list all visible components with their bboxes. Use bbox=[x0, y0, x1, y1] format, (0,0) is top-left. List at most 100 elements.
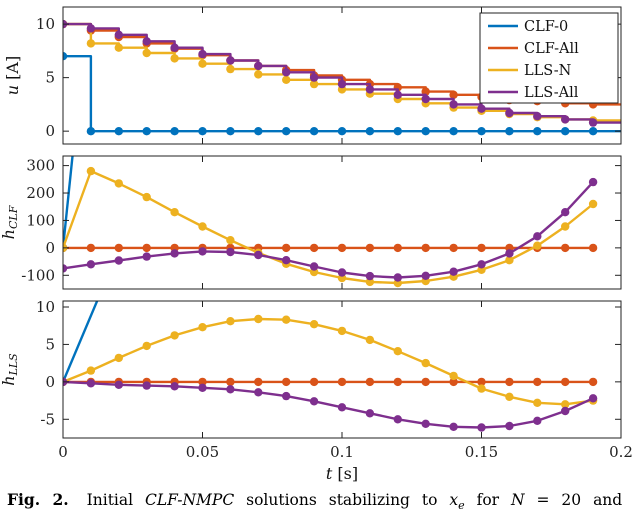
caption-segment: for bbox=[464, 491, 512, 509]
marker-LLS-All bbox=[449, 267, 458, 276]
marker-LLS-All bbox=[198, 247, 207, 256]
marker-LLS-N bbox=[561, 222, 570, 231]
marker-LLS-All bbox=[226, 247, 235, 257]
marker-CLF-0 bbox=[114, 127, 124, 136]
line-LLS-All bbox=[62, 380, 594, 429]
marker-LLS-N bbox=[533, 398, 542, 407]
marker-CLF-All bbox=[142, 243, 151, 253]
marker-LLS-N bbox=[505, 392, 514, 401]
line-CLF-0 bbox=[63, 55, 621, 133]
marker-LLS-N bbox=[170, 54, 179, 63]
marker-LLS-All bbox=[588, 118, 598, 127]
marker-LLS-All bbox=[309, 397, 319, 406]
marker-LLS-N bbox=[226, 236, 235, 245]
marker-LLS-N bbox=[142, 192, 151, 202]
marker-LLS-All bbox=[114, 380, 124, 389]
marker-LLS-All bbox=[337, 403, 347, 412]
marker-LLS-N bbox=[561, 400, 570, 409]
legend-label: CLF-0 bbox=[524, 19, 568, 35]
marker-LLS-All bbox=[198, 383, 207, 392]
marker-CLF-0 bbox=[337, 127, 347, 136]
marker-LLS-All bbox=[365, 409, 375, 418]
marker-LLS-All bbox=[477, 423, 486, 432]
marker-LLS-All bbox=[505, 421, 514, 431]
y-axis-label: hCLF bbox=[0, 205, 20, 239]
marker-CLF-0 bbox=[62, 52, 68, 61]
marker-CLF-All bbox=[365, 243, 375, 253]
marker-CLF-0 bbox=[588, 127, 598, 136]
marker-CLF-0 bbox=[561, 127, 570, 136]
marker-LLS-N bbox=[309, 320, 319, 329]
marker-LLS-All bbox=[170, 43, 179, 52]
marker-CLF-All bbox=[337, 377, 347, 387]
marker-LLS-All bbox=[337, 79, 347, 89]
caption-segment: = 20 and bbox=[524, 491, 623, 509]
marker-CLF-0 bbox=[421, 127, 430, 136]
marker-LLS-N bbox=[226, 317, 235, 326]
marker-LLS-All bbox=[62, 264, 68, 273]
marker-LLS-N bbox=[421, 358, 430, 368]
marker-CLF-All bbox=[282, 377, 291, 387]
marker-CLF-0 bbox=[477, 127, 486, 136]
marker-CLF-All bbox=[114, 243, 124, 253]
x-tick-label: 0 bbox=[58, 443, 68, 461]
marker-CLF-All bbox=[588, 243, 598, 253]
line-CLF-0 bbox=[62, 300, 99, 383]
legend-label: CLF-All bbox=[524, 41, 579, 57]
marker-CLF-All bbox=[449, 377, 458, 387]
marker-CLF-All bbox=[561, 377, 570, 387]
caption-segment: N bbox=[511, 491, 525, 509]
marker-LLS-N bbox=[142, 48, 151, 58]
marker-LLS-All bbox=[561, 208, 570, 217]
marker-CLF-0 bbox=[505, 127, 514, 136]
marker-LLS-N bbox=[114, 43, 124, 52]
x-axis-label: t [s] bbox=[326, 464, 358, 483]
marker-LLS-N bbox=[114, 353, 124, 363]
legend-label: LLS-N bbox=[524, 63, 572, 79]
marker-LLS-N bbox=[226, 64, 235, 74]
caption-segment: x bbox=[449, 491, 459, 509]
y-tick-label: -100 bbox=[21, 266, 55, 284]
line-LLS-N bbox=[62, 317, 594, 406]
x-tick-label: 0.05 bbox=[186, 443, 219, 461]
marker-LLS-All bbox=[533, 112, 542, 121]
marker-CLF-All bbox=[198, 377, 207, 387]
marker-LLS-All bbox=[254, 250, 263, 260]
marker-CLF-0 bbox=[282, 127, 291, 136]
marker-CLF-All bbox=[421, 243, 430, 253]
caption-segment: Fig. 2. bbox=[7, 490, 69, 509]
marker-LLS-All bbox=[170, 249, 179, 258]
line-CLF-0 bbox=[62, 155, 74, 249]
y-tick-label: 0 bbox=[45, 373, 55, 391]
marker-LLS-N bbox=[505, 256, 514, 265]
marker-LLS-N bbox=[588, 199, 598, 209]
marker-LLS-All bbox=[449, 100, 458, 109]
marker-LLS-All bbox=[505, 108, 514, 118]
marker-LLS-All bbox=[477, 104, 486, 113]
marker-LLS-All bbox=[337, 268, 347, 277]
marker-LLS-All bbox=[421, 419, 430, 428]
marker-CLF-All bbox=[393, 377, 402, 387]
marker-CLF-All bbox=[254, 377, 263, 387]
marker-LLS-All bbox=[588, 394, 598, 403]
marker-CLF-All bbox=[477, 243, 486, 253]
marker-LLS-N bbox=[114, 179, 124, 188]
marker-LLS-N bbox=[477, 384, 486, 393]
marker-CLF-All bbox=[86, 243, 96, 253]
marker-CLF-All bbox=[533, 377, 542, 387]
marker-LLS-All bbox=[309, 73, 319, 82]
x-tick-label: 0.2 bbox=[609, 443, 633, 461]
marker-LLS-All bbox=[309, 262, 319, 271]
y-tick-label: 100 bbox=[26, 211, 55, 229]
marker-LLS-All bbox=[282, 391, 291, 401]
marker-LLS-All bbox=[393, 415, 402, 424]
subplot-h-lls: -5 0 5 10 hLLS bbox=[0, 298, 622, 439]
marker-LLS-N bbox=[198, 59, 207, 68]
marker-LLS-All bbox=[421, 271, 430, 280]
marker-LLS-All bbox=[449, 422, 458, 431]
marker-LLS-All bbox=[86, 260, 96, 269]
marker-LLS-All bbox=[561, 115, 570, 124]
marker-LLS-All bbox=[533, 416, 542, 425]
marker-LLS-N bbox=[393, 347, 402, 356]
marker-LLS-All bbox=[561, 406, 570, 416]
